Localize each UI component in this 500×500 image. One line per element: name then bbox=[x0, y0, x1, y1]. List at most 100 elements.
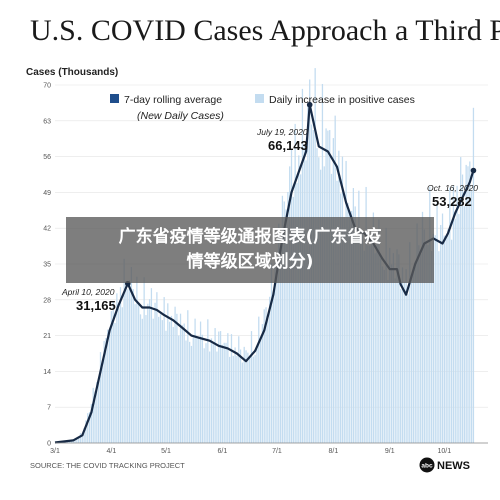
daily-bar bbox=[205, 343, 207, 443]
daily-bar bbox=[279, 256, 282, 443]
y-tick-label: 7 bbox=[47, 405, 51, 412]
daily-bar bbox=[294, 123, 296, 443]
abc-logo-text: abc bbox=[421, 463, 433, 470]
daily-bar bbox=[158, 316, 160, 443]
y-tick-label: 21 bbox=[43, 333, 51, 340]
daily-bar bbox=[263, 309, 265, 443]
daily-bar bbox=[345, 160, 347, 443]
y-tick-label: 49 bbox=[43, 190, 51, 197]
daily-bar bbox=[209, 351, 211, 443]
daily-bar bbox=[163, 297, 165, 443]
daily-bar bbox=[383, 269, 385, 443]
daily-bar bbox=[178, 335, 180, 443]
daily-bar bbox=[278, 223, 280, 443]
annotation-value-april: 31,165 bbox=[76, 298, 116, 313]
legend-swatch-daily bbox=[255, 94, 264, 103]
legend-swatch-avg bbox=[110, 94, 119, 103]
daily-bar bbox=[127, 289, 129, 443]
daily-bar bbox=[387, 279, 389, 443]
daily-bar bbox=[88, 412, 91, 443]
daily-bar bbox=[438, 251, 440, 443]
y-tick-label: 42 bbox=[43, 226, 51, 233]
daily-bar bbox=[94, 391, 96, 443]
daily-bar bbox=[203, 348, 205, 443]
daily-bar bbox=[436, 202, 438, 443]
daily-bar bbox=[409, 242, 411, 443]
daily-bar bbox=[72, 440, 74, 443]
daily-bar bbox=[385, 227, 387, 443]
daily-bar bbox=[312, 129, 314, 443]
daily-bar bbox=[400, 289, 402, 443]
daily-bar bbox=[85, 420, 87, 443]
daily-bar bbox=[392, 253, 395, 443]
daily-bar bbox=[79, 433, 82, 443]
daily-bar bbox=[332, 138, 334, 443]
daily-bar bbox=[290, 149, 293, 443]
daily-bar bbox=[316, 148, 318, 443]
daily-bar bbox=[292, 196, 294, 443]
daily-bar bbox=[90, 403, 93, 443]
legend: 7-day rolling average (New Daily Cases) … bbox=[110, 94, 415, 122]
daily-bar bbox=[234, 347, 236, 443]
daily-bar bbox=[99, 352, 102, 443]
daily-bar bbox=[179, 313, 182, 443]
x-tick-label: 7/1 bbox=[272, 448, 282, 455]
daily-bar bbox=[460, 157, 462, 443]
daily-bar bbox=[216, 351, 218, 443]
y-tick-label: 14 bbox=[43, 369, 51, 376]
daily-bar bbox=[445, 237, 447, 443]
daily-bar bbox=[376, 243, 378, 443]
x-tick-label: 3/1 bbox=[50, 448, 60, 455]
daily-bar bbox=[450, 239, 453, 443]
daily-bar bbox=[81, 433, 83, 443]
daily-bar bbox=[441, 213, 444, 443]
daily-bar bbox=[239, 349, 242, 443]
daily-bar bbox=[298, 155, 300, 443]
daily-bar bbox=[130, 266, 133, 443]
daily-bar bbox=[154, 302, 156, 443]
x-axis-ticks: 3/1 4/1 5/1 6/1 7/1 8/1 9/1 10/1 bbox=[50, 448, 451, 455]
daily-bar bbox=[303, 145, 305, 443]
daily-bar bbox=[390, 264, 393, 443]
annotation-value-july: 66,143 bbox=[268, 138, 308, 153]
daily-bar bbox=[254, 354, 256, 443]
daily-bar bbox=[330, 173, 333, 443]
daily-bar bbox=[261, 324, 264, 443]
daily-bar bbox=[78, 436, 80, 443]
daily-bar bbox=[381, 266, 384, 443]
daily-bar bbox=[207, 319, 209, 443]
daily-bar bbox=[243, 346, 245, 443]
daily-bar bbox=[470, 190, 473, 443]
legend-sublabel-avg: (New Daily Cases) bbox=[137, 110, 224, 122]
daily-bar bbox=[98, 379, 100, 443]
daily-bar bbox=[221, 344, 224, 443]
daily-bar bbox=[269, 296, 271, 443]
daily-bar bbox=[389, 247, 391, 443]
daily-bar bbox=[463, 206, 465, 443]
daily-bar bbox=[350, 210, 353, 443]
daily-bar bbox=[112, 301, 114, 443]
daily-bar bbox=[141, 318, 143, 443]
daily-bar bbox=[365, 186, 367, 443]
y-axis-ticks: 0 7 14 21 28 35 42 49 56 63 70 bbox=[43, 83, 51, 448]
brand-name: NEWS bbox=[437, 460, 470, 472]
daily-bar bbox=[358, 190, 360, 443]
daily-bar bbox=[338, 150, 340, 444]
daily-bar bbox=[360, 230, 362, 443]
daily-bar bbox=[145, 315, 147, 443]
daily-bar bbox=[267, 318, 269, 443]
annotation-date-april: April 10, 2020 bbox=[61, 287, 115, 297]
daily-bar bbox=[461, 174, 464, 443]
daily-bar bbox=[469, 161, 471, 443]
daily-bar bbox=[440, 225, 442, 443]
daily-bar bbox=[165, 330, 167, 443]
daily-bar bbox=[407, 294, 409, 443]
daily-bar bbox=[198, 337, 200, 443]
daily-bar bbox=[325, 128, 327, 443]
daily-bar bbox=[238, 336, 240, 443]
daily-bar bbox=[194, 318, 196, 443]
daily-bar bbox=[416, 223, 418, 443]
daily-bar bbox=[256, 346, 258, 443]
daily-bar bbox=[420, 254, 422, 443]
